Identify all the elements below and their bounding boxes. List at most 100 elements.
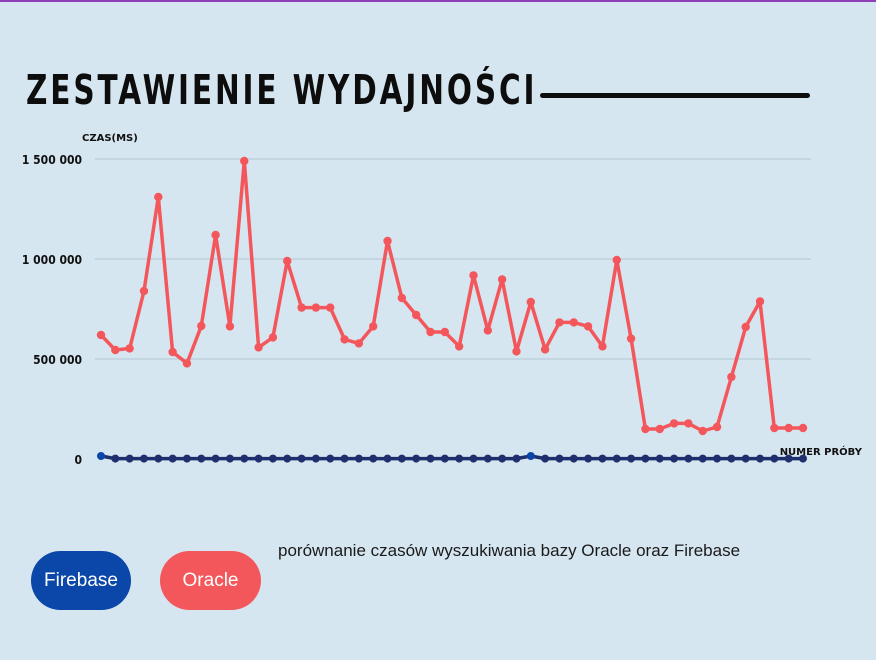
data-point-firebase [541, 454, 550, 463]
y-tick-label: 1 000 000 [22, 253, 82, 267]
data-point-firebase [483, 454, 492, 463]
data-point-firebase [340, 454, 349, 463]
series-line-firebase [100, 454, 803, 461]
data-point-firebase [641, 454, 650, 463]
data-point-firebase [97, 452, 105, 460]
data-point-oracle [397, 293, 407, 303]
data-point-oracle [583, 322, 593, 331]
data-point-firebase [455, 454, 464, 463]
data-point-firebase [741, 454, 750, 463]
data-point-oracle [283, 256, 292, 266]
data-point-oracle [612, 255, 621, 265]
data-point-oracle [211, 230, 220, 240]
data-point-oracle [111, 345, 120, 355]
data-point-oracle [125, 344, 134, 353]
data-point-firebase [311, 454, 320, 463]
data-point-firebase [168, 454, 177, 463]
data-point-oracle [311, 303, 321, 312]
data-point-firebase [211, 454, 220, 463]
data-point-oracle [426, 327, 435, 337]
data-point-oracle [354, 339, 364, 348]
data-point-oracle [540, 345, 550, 354]
data-point-firebase [512, 454, 521, 463]
data-point-firebase [111, 454, 120, 463]
data-point-firebase [627, 454, 636, 463]
data-point-oracle [698, 426, 707, 436]
data-point-oracle [741, 322, 750, 332]
chart-caption: porównanie czasów wyszukiwania bazy Orac… [278, 541, 741, 560]
data-point-oracle [641, 424, 650, 434]
data-point-firebase [283, 454, 292, 463]
data-point-firebase [297, 454, 306, 463]
data-point-oracle [369, 322, 378, 331]
data-point-oracle [483, 326, 493, 335]
data-point-firebase [268, 454, 277, 463]
data-point-firebase [756, 454, 765, 463]
data-point-oracle [469, 271, 478, 280]
legend-firebase: Firebase [31, 551, 131, 610]
data-point-oracle [655, 424, 664, 434]
data-point-firebase [713, 454, 722, 463]
data-point-oracle [784, 423, 793, 433]
data-point-oracle [684, 419, 693, 428]
data-point-firebase [469, 454, 478, 463]
data-point-oracle [96, 330, 106, 340]
data-point-oracle [411, 310, 421, 320]
data-point-oracle [139, 286, 149, 296]
data-point-oracle [340, 335, 349, 344]
data-point-firebase [254, 454, 263, 463]
data-point-oracle [197, 321, 206, 331]
data-point-oracle [512, 347, 521, 356]
data-point-oracle [727, 372, 736, 382]
data-point-oracle [712, 422, 722, 432]
data-point-oracle [454, 342, 464, 351]
grid-lines [95, 158, 811, 360]
data-point-firebase [770, 454, 779, 463]
data-point-firebase [240, 454, 249, 463]
data-point-firebase [799, 454, 807, 463]
title-underline [540, 93, 810, 98]
y-tick-label: 0 [74, 453, 82, 467]
data-point-firebase [426, 454, 435, 463]
data-point-oracle [154, 192, 163, 202]
data-point-firebase [784, 454, 793, 463]
data-point-firebase [498, 454, 507, 463]
data-point-firebase [584, 454, 593, 463]
data-point-oracle [497, 275, 507, 284]
data-point-oracle [669, 419, 679, 428]
data-point-oracle [297, 303, 306, 312]
data-point-oracle [168, 347, 177, 357]
x-axis-label: NUMER PRÓBY [780, 445, 863, 458]
data-point-firebase [326, 454, 335, 463]
y-axis-label: CZAS(MS) [82, 133, 138, 144]
data-point-firebase [440, 454, 449, 463]
data-point-firebase [526, 452, 535, 460]
data-point-oracle [440, 327, 450, 337]
data-point-oracle [526, 297, 535, 307]
data-point-firebase [684, 454, 693, 463]
y-tick-label: 500 000 [33, 353, 82, 367]
top-border [0, 0, 876, 2]
data-point-firebase [139, 454, 148, 463]
data-point-firebase [555, 454, 564, 463]
data-point-firebase [612, 454, 621, 463]
page-title: ZESTAWIENIE WYDAJNOŚCI [26, 66, 538, 114]
data-point-oracle [383, 236, 392, 246]
y-tick-label: 1 500 000 [22, 153, 82, 167]
data-point-firebase [125, 454, 134, 463]
data-point-oracle [254, 343, 263, 352]
data-point-firebase [182, 454, 191, 463]
data-point-firebase [225, 454, 234, 463]
data-point-oracle [755, 297, 765, 306]
data-point-firebase [727, 454, 736, 463]
data-point-firebase [154, 454, 163, 463]
data-point-oracle [182, 359, 192, 368]
y-tick-labels: 0 500 000 1 000 000 1 500 000 [22, 153, 82, 467]
data-point-oracle [569, 318, 578, 327]
data-point-oracle [326, 303, 335, 312]
data-point-oracle [798, 423, 808, 433]
series-layer [96, 156, 808, 463]
legend-oracle: Oracle [160, 551, 261, 610]
data-point-firebase [698, 454, 707, 463]
